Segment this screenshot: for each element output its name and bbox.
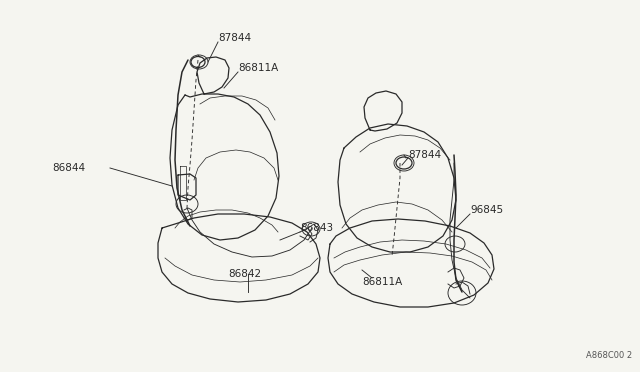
- Text: 86844: 86844: [52, 163, 85, 173]
- Text: 86843: 86843: [300, 223, 333, 233]
- Text: 87844: 87844: [218, 33, 251, 43]
- Text: 87844: 87844: [408, 150, 441, 160]
- Text: 86811A: 86811A: [362, 277, 403, 287]
- Text: 86842: 86842: [228, 269, 261, 279]
- Text: 96845: 96845: [470, 205, 503, 215]
- Text: A868C00 2: A868C00 2: [586, 351, 632, 360]
- Text: 86811A: 86811A: [238, 63, 278, 73]
